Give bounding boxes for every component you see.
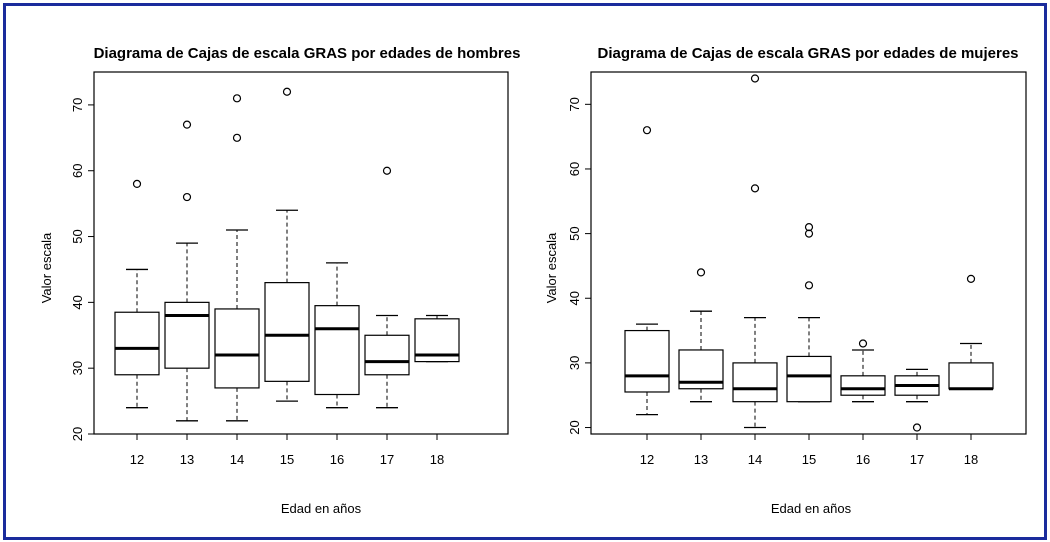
x-tick-label: 14 [230, 452, 244, 467]
box-18 [414, 314, 460, 363]
box-iqr [786, 355, 832, 403]
box-15 [264, 87, 310, 402]
outlier-point [696, 268, 706, 277]
outlier-point [182, 120, 192, 129]
box-iqr [364, 334, 410, 376]
box-14 [214, 94, 260, 422]
y-axis-label: Valor escala [39, 232, 54, 303]
box-13 [164, 120, 210, 422]
box-iqr [624, 329, 670, 393]
box-12 [114, 179, 160, 409]
outlier-point [912, 423, 922, 432]
outlier-point [642, 126, 652, 135]
y-tick-label: 50 [567, 226, 582, 240]
outlier-point [966, 274, 976, 283]
y-tick-label: 30 [567, 356, 582, 370]
outlier-point [804, 281, 814, 290]
plot-area [93, 71, 509, 435]
outlier-point [232, 133, 242, 142]
x-tick-label: 16 [856, 452, 870, 467]
y-tick-label: 70 [70, 98, 85, 112]
box-15 [786, 223, 832, 403]
box-iqr [214, 308, 260, 389]
box-iqr [114, 311, 160, 376]
box-17 [364, 166, 410, 409]
outlier-point [858, 339, 868, 348]
y-tick-label: 70 [567, 97, 582, 111]
outlier-point [282, 87, 292, 96]
x-tick-label: 15 [280, 452, 294, 467]
chart-hombres: Diagrama de Cajas de escala GRAS por eda… [39, 45, 520, 516]
x-tick-label: 13 [180, 452, 194, 467]
chart-mujeres: Diagrama de Cajas de escala GRAS por eda… [544, 45, 1027, 516]
figure-frame: Diagrama de Cajas de escala GRAS por eda… [3, 3, 1047, 540]
y-tick-label: 40 [567, 291, 582, 305]
outlier-point [182, 192, 192, 202]
y-axis-label: Valor escala [544, 232, 559, 303]
box-13 [678, 268, 724, 403]
x-tick-label: 16 [330, 452, 344, 467]
y-tick-label: 20 [567, 420, 582, 434]
x-axis-label: Edad en años [281, 501, 362, 516]
x-tick-label: 14 [748, 452, 762, 467]
outlier-point [382, 166, 392, 175]
box-iqr [264, 282, 310, 382]
x-tick-label: 18 [964, 452, 978, 467]
boxplot-figure: Diagrama de Cajas de escala GRAS por eda… [39, 45, 1027, 516]
box-16 [314, 262, 360, 409]
y-tick-label: 40 [70, 295, 85, 309]
outlier-point [232, 94, 242, 103]
box-12 [624, 126, 670, 416]
box-iqr [164, 301, 210, 369]
chart-title: Diagrama de Cajas de escala GRAS por eda… [597, 45, 1018, 62]
x-tick-label: 12 [130, 452, 144, 467]
outlier-point [750, 74, 760, 83]
box-18 [948, 274, 994, 391]
box-iqr [948, 362, 994, 390]
outlier-point [750, 184, 760, 193]
x-tick-label: 12 [640, 452, 654, 467]
y-tick-label: 60 [567, 162, 582, 176]
box-iqr [732, 362, 778, 403]
outlier-point [804, 223, 814, 232]
x-axis-label: Edad en años [771, 501, 852, 516]
y-tick-label: 50 [70, 229, 85, 243]
box-16 [840, 339, 886, 403]
box-14 [732, 74, 778, 429]
x-tick-label: 13 [694, 452, 708, 467]
x-tick-label: 15 [802, 452, 816, 467]
box-17 [894, 368, 940, 432]
y-tick-label: 20 [70, 427, 85, 441]
x-tick-label: 17 [380, 452, 394, 467]
y-tick-label: 30 [70, 361, 85, 375]
outlier-point [132, 179, 142, 188]
chart-title: Diagrama de Cajas de escala GRAS por eda… [94, 45, 521, 62]
box-iqr [314, 305, 360, 396]
y-tick-label: 60 [70, 163, 85, 177]
x-tick-label: 18 [430, 452, 444, 467]
x-tick-label: 17 [910, 452, 924, 467]
box-iqr [840, 375, 886, 396]
